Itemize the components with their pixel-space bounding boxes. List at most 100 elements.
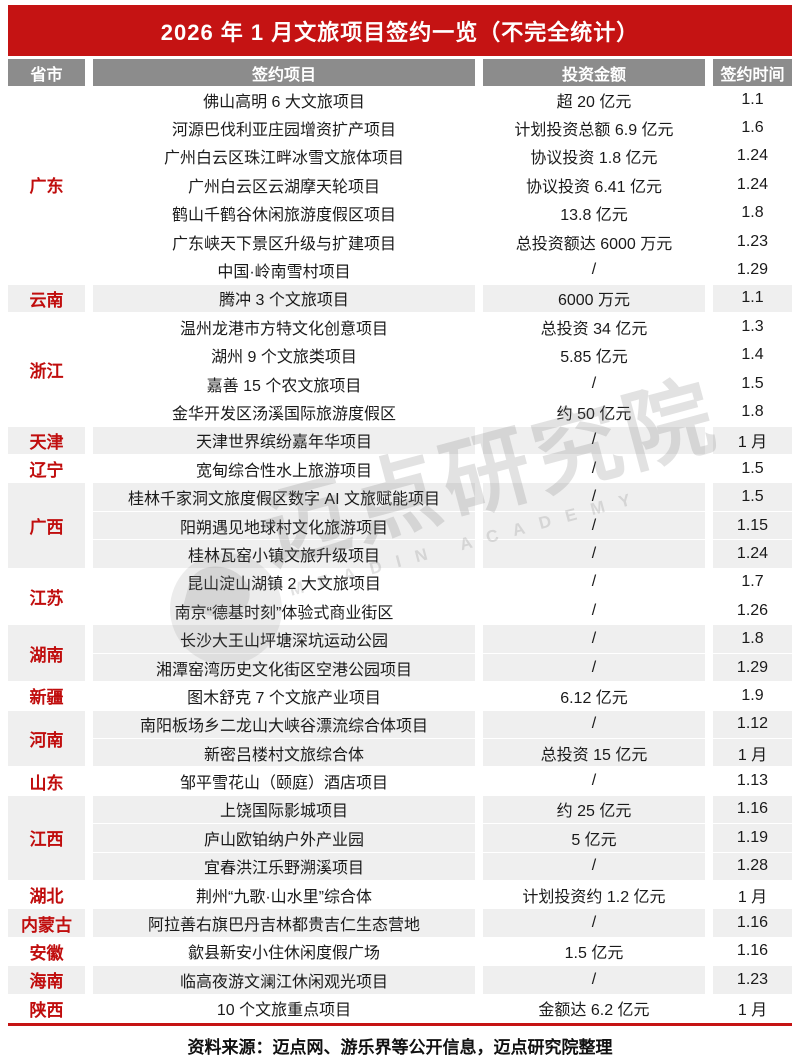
date-cell: 1.16 (713, 795, 792, 825)
project-cell: 南京“德基时刻”体验式商业街区 (93, 597, 475, 626)
project-cell: 南阳板场乡二龙山大峡谷漂流综合体项目 (93, 710, 475, 739)
date-cell: 1.23 (713, 227, 792, 257)
date-cell: 1.7 (713, 568, 792, 598)
project-cell: 歙县新安小住休闲度假广场 (93, 937, 475, 967)
amount-cell: 6000 万元 (483, 284, 705, 314)
amount-cell: 金额达 6.2 亿元 (483, 994, 705, 1023)
project-cell: 阳朔遇见地球村文化旅游项目 (93, 511, 475, 541)
date-cell: 1.29 (713, 653, 792, 683)
province-cell: 湖南 (8, 625, 85, 683)
table-row: 新疆 图木舒克 7 个文旅产业项目 6.12 亿元 1.9 (8, 682, 792, 711)
table-row: 广东峡天下景区升级与扩建项目 总投资额达 6000 万元 1.23 (8, 227, 792, 257)
date-cell: 1.8 (713, 199, 792, 228)
table-row: 金华开发区汤溪国际旅游度假区约 50 亿元 1.8 (8, 398, 792, 427)
province-cell: 天津 (8, 426, 85, 456)
table-row: 天津 天津世界缤纷嘉年华项目 / 1 月 (8, 426, 792, 456)
table-row: 浙江 温州龙港市方特文化创意项目 总投资 34 亿元 1.3 (8, 313, 792, 427)
signing-table: 省市 签约项目 投资金额 签约时间 广东 佛山高明 6 大文旅项目超 20 亿元 1.1 河… (0, 59, 800, 1023)
footer-divider (8, 1022, 792, 1026)
date-cell: 1.5 (713, 455, 792, 484)
table-row: 南京“德基时刻”体验式商业街区 / 1.26 (8, 597, 792, 626)
amount-cell: / (483, 369, 705, 399)
table-row: 鹤山千鹤谷休闲旅游度假区项目 13.8 亿元 1.8 (8, 199, 792, 228)
province-cell: 浙江 (8, 313, 85, 427)
amount-cell: 6.12 亿元 (483, 682, 705, 711)
amount-cell: / (483, 625, 705, 654)
date-cell: 1.8 (713, 625, 792, 654)
table-row: 湖南 长沙大王山坪塘深坑运动公园 / 1.8 (8, 625, 792, 683)
project-cell: 天津世界缤纷嘉年华项目 (93, 426, 475, 456)
amount-cell: / (483, 568, 705, 598)
project-cell: 桂林千家洞文旅度假区数字 AI 文旅赋能项目 (93, 483, 475, 512)
date-cell: 1.5 (713, 369, 792, 399)
date-cell: 1 月 (713, 880, 792, 910)
table-row: 新密吕楼村文旅综合体 总投资 15 亿元 1 月 (8, 738, 792, 768)
table-row: 中国·岭南雪村项目 / 1.29 (8, 256, 792, 285)
table-row: 江苏 昆山淀山湖镇 2 大文旅项目 / 1.7 (8, 568, 792, 626)
column-header-0: 省市 (8, 59, 85, 86)
date-cell: 1 月 (713, 426, 792, 456)
amount-cell: / (483, 426, 705, 456)
table-row: 广东 佛山高明 6 大文旅项目超 20 亿元 1.1 (8, 86, 792, 285)
date-cell: 1.1 (713, 86, 792, 115)
project-cell: 金华开发区汤溪国际旅游度假区 (93, 398, 475, 427)
title-banner: 2026 年 1 月文旅项目签约一览（不完全统计） (8, 5, 792, 56)
source-note: 资料来源：迈点网、游乐界等公开信息，迈点研究院整理 (187, 1037, 613, 1057)
project-cell: 阿拉善右旗巴丹吉林都贵吉仁生态营地 (93, 909, 475, 938)
date-cell: 1.24 (713, 171, 792, 200)
table-row: 阳朔遇见地球村文化旅游项目 / 1.15 (8, 511, 792, 541)
table-row: 河源巴伐利亚庄园增资扩产项目 计划投资总额 6.9 亿元 1.6 (8, 114, 792, 143)
province-cell: 陕西 (8, 994, 85, 1023)
amount-cell: 协议投资 1.8 亿元 (483, 142, 705, 172)
table-row: 海南 临高夜游文澜江休闲观光项目 / 1.23 (8, 966, 792, 995)
date-cell: 1.26 (713, 597, 792, 626)
province-cell: 内蒙古 (8, 909, 85, 938)
project-cell: 长沙大王山坪塘深坑运动公园 (93, 625, 475, 654)
table-row: 宜春洪江乐野溯溪项目 / 1.28 (8, 852, 792, 881)
province-cell: 海南 (8, 966, 85, 995)
table-row: 广州白云区珠江畔冰雪文旅体项目 协议投资 1.8 亿元 1.24 (8, 142, 792, 172)
table-row: 江西 上饶国际影城项目约 25 亿元 1.16 (8, 795, 792, 881)
amount-cell: 5.85 亿元 (483, 341, 705, 370)
province-cell: 安徽 (8, 937, 85, 967)
province-cell: 河南 (8, 710, 85, 768)
date-cell: 1.15 (713, 511, 792, 541)
date-cell: 1.1 (713, 284, 792, 314)
amount-cell: 5 亿元 (483, 824, 705, 853)
amount-cell: 计划投资约 1.2 亿元 (483, 880, 705, 910)
project-cell: 宽甸综合性水上旅游项目 (93, 455, 475, 484)
project-cell: 庐山欧铂纳户外产业园 (93, 824, 475, 853)
amount-cell: 计划投资总额 6.9 亿元 (483, 114, 705, 143)
table-row: 广西 桂林千家洞文旅度假区数字 AI 文旅赋能项目 / 1.5 (8, 483, 792, 569)
project-cell: 昆山淀山湖镇 2 大文旅项目 (93, 568, 475, 598)
amount-cell: / (483, 852, 705, 881)
province-cell: 湖北 (8, 880, 85, 910)
table-row: 辽宁 宽甸综合性水上旅游项目 / 1.5 (8, 455, 792, 484)
project-cell: 鹤山千鹤谷休闲旅游度假区项目 (93, 199, 475, 228)
project-cell: 嘉善 15 个农文旅项目 (93, 369, 475, 399)
province-cell: 江苏 (8, 568, 85, 626)
table-row: 内蒙古 阿拉善右旗巴丹吉林都贵吉仁生态营地 / 1.16 (8, 909, 792, 938)
column-header-3: 签约时间 (713, 59, 792, 86)
infographic-page: 2026 年 1 月文旅项目签约一览（不完全统计） 省市 签约项目 投资金额 签约时间… (0, 5, 800, 1057)
date-cell: 1.28 (713, 852, 792, 881)
date-cell: 1.4 (713, 341, 792, 370)
column-header-2: 投资金额 (483, 59, 705, 86)
table-row: 山东 邹平雪花山（颐庭）酒店项目 / 1.13 (8, 767, 792, 796)
table-row: 广州白云区云湖摩天轮项目 协议投资 6.41 亿元 1.24 (8, 171, 792, 200)
amount-cell: / (483, 710, 705, 739)
amount-cell: 总投资 34 亿元 (483, 313, 705, 342)
project-cell: 上饶国际影城项目 (93, 795, 475, 825)
amount-cell: / (483, 455, 705, 484)
table-row: 湘潭窑湾历史文化街区空港公园项目 / 1.29 (8, 653, 792, 683)
project-cell: 佛山高明 6 大文旅项目 (93, 86, 475, 115)
date-cell: 1.13 (713, 767, 792, 796)
province-cell: 广西 (8, 483, 85, 569)
province-cell: 辽宁 (8, 455, 85, 484)
province-cell: 广东 (8, 86, 85, 285)
date-cell: 1.29 (713, 256, 792, 285)
amount-cell: / (483, 597, 705, 626)
project-cell: 湘潭窑湾历史文化街区空港公园项目 (93, 653, 475, 683)
amount-cell: / (483, 767, 705, 796)
table-row: 河南 南阳板场乡二龙山大峡谷漂流综合体项目 / 1.12 (8, 710, 792, 768)
